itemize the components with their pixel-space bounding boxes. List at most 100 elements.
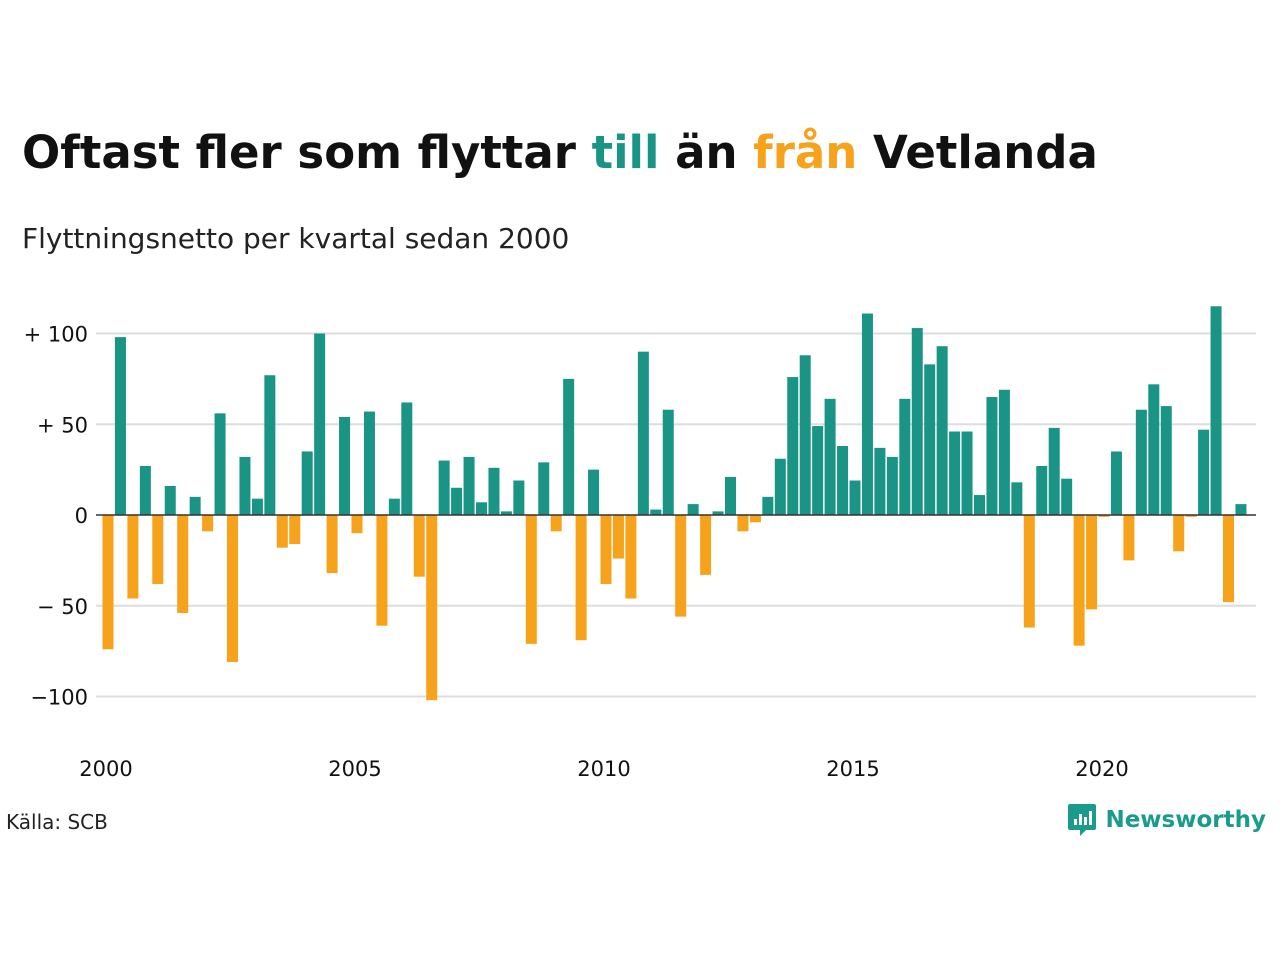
bar (1061, 478, 1073, 515)
bar (239, 456, 251, 515)
bar (874, 447, 886, 515)
bar (1073, 515, 1085, 646)
bar (774, 458, 786, 515)
bar (214, 413, 226, 515)
bar (749, 515, 761, 523)
axes: + 100 + 50 0 − 50 −100 2000 2005 2010 2015 2020 (24, 323, 1256, 781)
bar (1098, 515, 1110, 517)
bar (413, 515, 425, 577)
bar (725, 476, 736, 515)
bar (625, 515, 637, 599)
bar (998, 389, 1010, 515)
bar (227, 515, 238, 663)
title-part-1: Oftast fler som flyttar (22, 126, 592, 179)
bar (1086, 515, 1098, 610)
bar (251, 498, 263, 515)
bar (1185, 515, 1197, 517)
brand-logo: Newsworthy (1067, 802, 1266, 838)
bar (600, 515, 612, 584)
title-part-3: Vetlanda (857, 126, 1098, 179)
bar (426, 515, 438, 701)
y-tick-label: + 50 (37, 413, 88, 437)
bar (164, 485, 176, 515)
bar (1110, 451, 1122, 515)
bars (102, 306, 1247, 701)
bar (787, 377, 799, 515)
bar (550, 515, 562, 532)
y-tick-label: − 50 (37, 595, 88, 619)
bar (513, 480, 525, 515)
bar (687, 504, 699, 515)
x-tick-label: 2000 (79, 757, 132, 781)
bar (924, 364, 936, 515)
bar (936, 346, 948, 515)
bar (762, 496, 774, 515)
bar (488, 467, 500, 515)
bar (650, 509, 662, 515)
bar (463, 456, 475, 515)
bar (575, 515, 587, 641)
chart-title: Oftast fler som flyttar till än från Vet… (22, 128, 1098, 178)
bar (102, 515, 114, 650)
x-tick-label: 2015 (826, 757, 879, 781)
bar (1198, 429, 1210, 515)
bar (314, 333, 326, 515)
bar (861, 313, 873, 515)
bar (500, 511, 512, 515)
title-fran-highlight: från (753, 126, 858, 179)
bar (662, 409, 674, 515)
bar (1123, 515, 1135, 561)
bar (1135, 409, 1147, 515)
bar (899, 398, 911, 515)
y-tick-label: + 100 (24, 323, 88, 347)
bar (588, 469, 600, 515)
bar (401, 402, 413, 515)
bar (612, 515, 624, 559)
bar (301, 451, 313, 515)
bar (202, 515, 214, 532)
bar (1210, 306, 1222, 515)
bar (949, 431, 961, 515)
chart-subtitle: Flyttningsnetto per kvartal sedan 2000 (22, 222, 570, 255)
bar (1160, 406, 1172, 515)
bar (139, 465, 151, 515)
bar (152, 515, 164, 584)
bar-chart: + 100 + 50 0 − 50 −100 2000 2005 2010 2015 2020 (24, 306, 1256, 781)
bar (276, 515, 288, 548)
bar (974, 495, 985, 515)
bar (376, 515, 388, 626)
bar (1223, 515, 1234, 603)
bar (127, 515, 139, 599)
bar (849, 480, 861, 515)
bar (712, 511, 724, 515)
bar (525, 515, 537, 644)
bar (114, 337, 126, 515)
bar (812, 426, 824, 515)
x-tick-label: 2020 (1075, 757, 1128, 781)
title-part-2: än (659, 126, 754, 179)
source-credit: Källa: SCB (6, 810, 108, 834)
bar (476, 502, 487, 515)
bar (824, 398, 836, 515)
bar (799, 355, 811, 515)
x-tick-label: 2005 (328, 757, 381, 781)
bar (388, 498, 400, 515)
bar (1011, 482, 1023, 515)
bar (675, 515, 687, 617)
bar (961, 431, 973, 515)
bar (289, 515, 301, 545)
brand-name: Newsworthy (1105, 807, 1266, 833)
bar (1048, 427, 1060, 515)
bar (1036, 465, 1048, 515)
bar (1148, 384, 1160, 515)
bar (886, 456, 898, 515)
bar (737, 515, 749, 532)
bar (363, 411, 375, 515)
bar (1023, 515, 1035, 628)
y-tick-label: 0 (75, 504, 88, 528)
bar (1173, 515, 1185, 552)
bar (986, 397, 998, 515)
bar (177, 515, 189, 614)
bar (264, 375, 276, 515)
bar (637, 351, 649, 515)
